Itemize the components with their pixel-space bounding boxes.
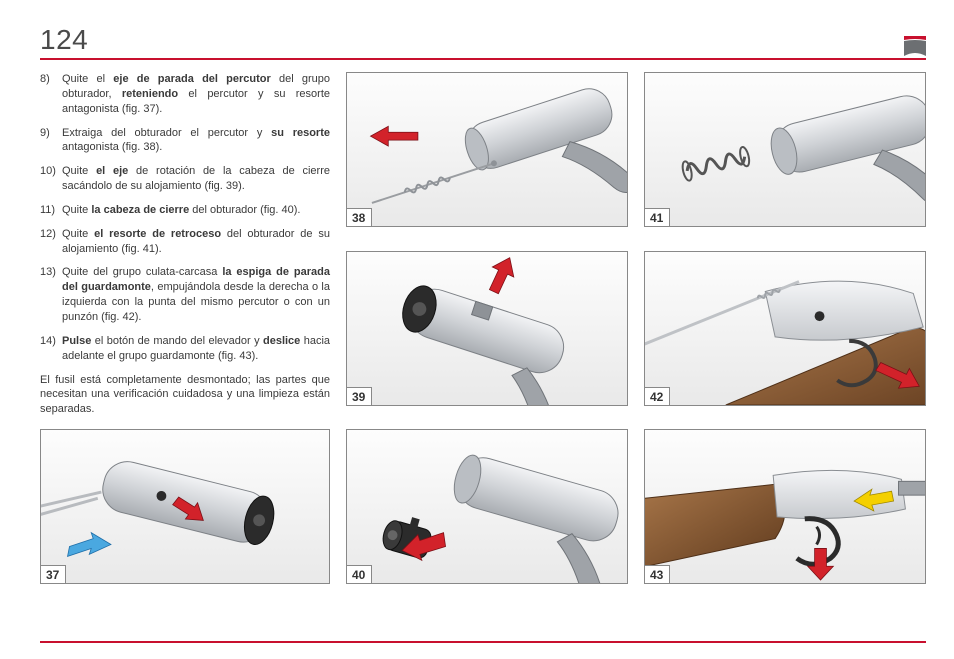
step-14: Pulse el botón de mando del elevador y d… — [40, 334, 330, 364]
steps-list: Quite el eje de parada del percutor del … — [40, 72, 330, 364]
step-11: Quite la cabeza de cierre del obturador … — [40, 203, 330, 218]
figure-number: 43 — [645, 565, 670, 583]
figure-43: 43 — [644, 429, 926, 584]
content-grid: Quite el eje de parada del percutor del … — [40, 72, 926, 584]
footer-rule — [40, 641, 926, 643]
step-9: Extraiga del obturador el percutor y su … — [40, 126, 330, 156]
page-number: 124 — [40, 24, 88, 56]
page-header: 124 — [40, 24, 926, 60]
figure-number: 38 — [347, 208, 372, 226]
figure-42: 42 — [644, 251, 926, 406]
figure-41: 41 — [644, 72, 926, 227]
figure-number: 40 — [347, 565, 372, 583]
step-13: Quite del grupo culata-carcasa la espiga… — [40, 265, 330, 324]
figure-number: 42 — [645, 387, 670, 405]
step-10: Quite el eje de rotación de la cabeza de… — [40, 164, 330, 194]
figure-number: 39 — [347, 387, 372, 405]
figure-39: 39 — [346, 251, 628, 406]
step-8: Quite el eje de parada del percutor del … — [40, 72, 330, 117]
brand-logo — [904, 36, 926, 56]
figure-38: 38 — [346, 72, 628, 227]
step-12: Quite el resorte de retroceso del obtura… — [40, 227, 330, 257]
figure-37: 37 — [40, 429, 330, 584]
closing-text: El fusil está completamente desmontado; … — [40, 373, 330, 418]
figure-number: 41 — [645, 208, 670, 226]
figure-number: 37 — [41, 565, 66, 583]
figure-40: 40 — [346, 429, 628, 584]
instruction-text: Quite el eje de parada del percutor del … — [40, 72, 330, 417]
